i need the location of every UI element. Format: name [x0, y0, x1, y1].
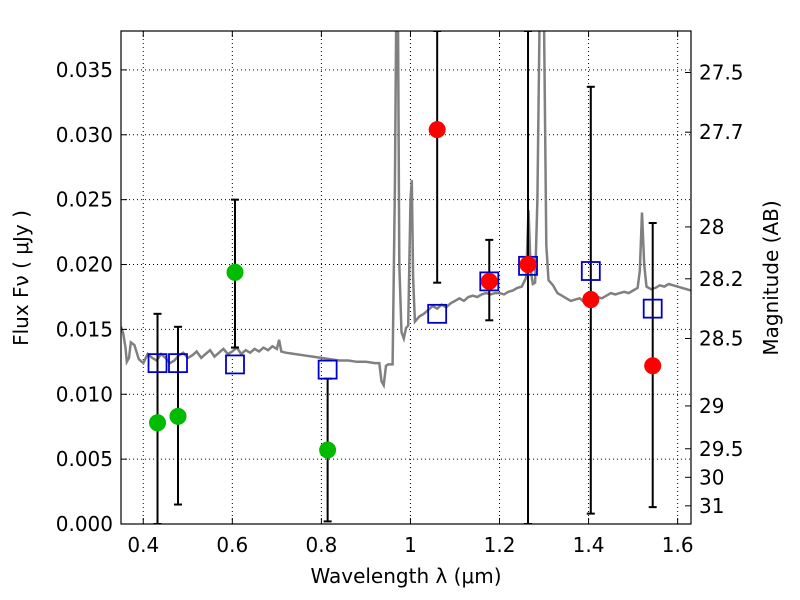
y-tick-label: 0.015	[56, 317, 113, 341]
y-tick-label: 0.025	[56, 188, 113, 212]
model-photometry-marker	[225, 354, 245, 375]
x-tick-label: 0.4	[127, 533, 159, 557]
marker-layer	[147, 121, 663, 459]
y2-tick-label: 28.2	[699, 267, 744, 291]
x-tick-labels: 0.4 0.6 0.8 1 1.2 1.4 1.6	[127, 533, 693, 557]
y2-tick-label: 27.7	[699, 120, 744, 144]
x-tick-label: 1.4	[573, 533, 605, 557]
y-tick-label: 0.020	[56, 253, 113, 277]
y2-tick-label: 27.5	[699, 61, 744, 85]
x-tick-label: 1	[404, 533, 417, 557]
y2-tick-label: 28	[699, 215, 724, 239]
y2-tick-label: 31	[699, 494, 724, 518]
model-photometry-marker	[317, 359, 338, 380]
plot-frame	[120, 30, 692, 525]
error-bar	[433, 31, 442, 284]
y2-tick-labels: 27.5 27.7 28 28.2 28.5 29 29.5 30 31	[699, 61, 744, 518]
observed-flux-point	[582, 291, 600, 309]
model-photometry-marker	[427, 303, 448, 324]
model-photometry-marker	[642, 298, 663, 319]
y2-tick-label: 29.5	[699, 437, 744, 461]
y-tick-label: 0.000	[56, 512, 113, 536]
y-tick-label: 0.035	[56, 58, 113, 82]
y2-tick-label: 28.5	[699, 326, 744, 350]
y-tick-label: 0.010	[56, 382, 113, 406]
y-tick-label: 0.030	[56, 123, 113, 147]
x-axis-label: Wavelength λ (μm)	[310, 564, 501, 588]
observed-flux-point	[428, 121, 446, 139]
model-photometry-marker	[580, 261, 601, 281]
observed-flux-point	[169, 407, 187, 425]
y-tick-labels: 0.000 0.005 0.010 0.015 0.020 0.025 0.030 0.035	[56, 58, 113, 536]
observed-flux-point	[644, 357, 662, 375]
model-photometry-marker	[147, 353, 168, 374]
observed-flux-point	[480, 272, 498, 290]
error-bar	[524, 31, 533, 524]
y2-tick-label: 30	[699, 465, 724, 489]
y-tick-label: 0.005	[56, 447, 113, 471]
x-tick-label: 0.6	[216, 533, 248, 557]
model-photometry-marker	[479, 271, 500, 292]
y2-axis-label: Magnitude (AB)	[759, 200, 783, 355]
y-axis-label: Flux Fν ( μJy )	[9, 210, 33, 346]
model-photometry-marker	[168, 353, 188, 374]
x-tick-label: 1.2	[484, 533, 516, 557]
grid-lines	[121, 31, 691, 525]
axis-ticks	[121, 31, 691, 525]
x-tick-label: 0.8	[305, 533, 337, 557]
y2-tick-label: 29	[699, 394, 724, 418]
spectrum-layer	[121, 31, 691, 390]
observed-flux-point	[149, 414, 167, 432]
x-tick-label: 1.6	[662, 533, 694, 557]
spectrum-line	[121, 31, 691, 390]
observed-flux-point	[519, 256, 537, 274]
observed-flux-point	[319, 441, 337, 459]
observed-flux-point	[226, 263, 244, 281]
